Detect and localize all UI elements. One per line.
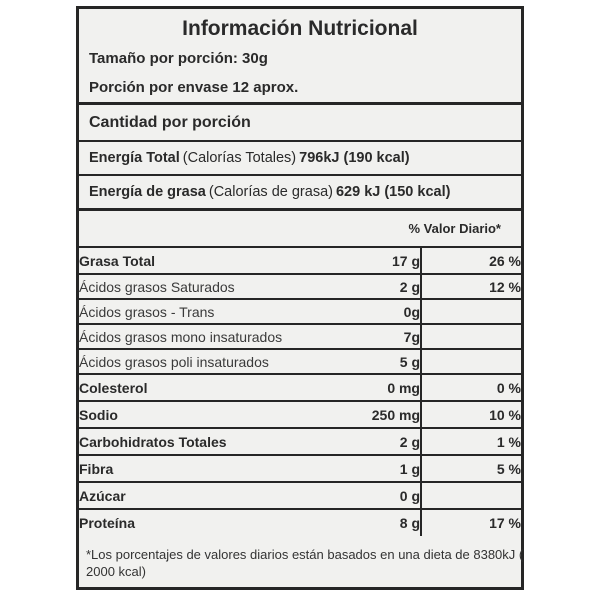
nutrient-row: Grasa Total 17 g 26 % [79, 246, 521, 274]
nutrient-row: Ácidos grasos mono insaturados 7g [79, 323, 521, 349]
energy-total-paren: (Calorías Totales) [182, 150, 297, 166]
nutrient-amount: 250 mg [311, 400, 422, 428]
nutrient-row: Ácidos grasos poli insaturados 5 g [79, 348, 521, 374]
nutrient-row: Colesterol 0 mg 0 % [79, 373, 521, 401]
nutrient-daily-value: 17 % [421, 508, 521, 536]
nutrient-daily-value [421, 481, 521, 509]
label-title: Información Nutricional [182, 17, 418, 40]
energy-total-value: 796kJ (190 kcal) [299, 150, 410, 166]
nutrient-amount: 8 g [311, 508, 422, 536]
nutrient-table: Grasa Total 17 g 26 % Ácidos grasos Saturad… [79, 246, 521, 536]
nutrient-amount: 7g [311, 323, 422, 349]
nutrient-daily-value [421, 348, 521, 374]
nutrient-row: Sodio 250 mg 10 % [79, 400, 521, 428]
nutrient-name: Colesterol [79, 373, 311, 401]
nutrient-row: Azúcar 0 g [79, 481, 521, 509]
energy-total-label: Energía Total [89, 150, 180, 166]
nutrient-amount: 0 mg [311, 373, 422, 401]
amount-per-serving: Cantidad por porción [79, 102, 521, 140]
nutrient-name: Ácidos grasos poli insaturados [79, 348, 311, 374]
nutrient-amount: 2 g [311, 273, 422, 299]
nutrient-name: Carbohidratos Totales [79, 427, 311, 455]
nutrient-row: Ácidos grasos Saturados 2 g 12 % [79, 273, 521, 299]
nutrient-daily-value: 1 % [421, 427, 521, 455]
nutrient-name: Ácidos grasos Saturados [79, 273, 311, 299]
energy-total-row: Energía Total (Calorías Totales) 796kJ (… [79, 140, 521, 174]
energy-fat-row: Energía de grasa (Calorías de grasa) 629… [79, 174, 521, 208]
nutrient-amount: 0 g [311, 481, 422, 509]
nutrition-facts-label: Información Nutricional Tamaño por porci… [76, 6, 524, 590]
energy-fat-paren: (Calorías de grasa) [208, 184, 333, 200]
nutrient-amount: 0g [311, 298, 422, 324]
nutrient-daily-value [421, 323, 521, 349]
nutrient-name: Fibra [79, 454, 311, 482]
nutrient-name: Azúcar [79, 481, 311, 509]
serving-size: Tamaño por porción: 30g [89, 50, 268, 67]
nutrient-daily-value: 5 % [421, 454, 521, 482]
footnote: *Los porcentajes de valores diarios está… [86, 547, 524, 579]
serving-info: Tamaño por porción: 30g Porción por enva… [79, 42, 521, 102]
nutrient-daily-value: 26 % [421, 246, 521, 274]
nutrient-name: Ácidos grasos - Trans [79, 298, 311, 324]
nutrient-row: Ácidos grasos - Trans 0g [79, 298, 521, 324]
nutrient-amount: 1 g [311, 454, 422, 482]
nutrient-amount: 5 g [311, 348, 422, 374]
nutrient-name: Proteína [79, 508, 311, 536]
nutrient-name: Grasa Total [79, 246, 311, 274]
nutrient-name: Ácidos grasos mono insaturados [79, 323, 311, 349]
nutrient-daily-value: 12 % [421, 273, 521, 299]
servings-per-container: Porción por envase 12 aprox. [89, 79, 299, 96]
nutrient-amount: 2 g [311, 427, 422, 455]
daily-value-header: % Valor Diario* [79, 208, 521, 246]
nutrient-daily-value [421, 298, 521, 324]
energy-fat-label: Energía de grasa [89, 184, 206, 200]
nutrient-name: Sodio [79, 400, 311, 428]
nutrient-daily-value: 10 % [421, 400, 521, 428]
nutrient-row: Proteína 8 g 17 % [79, 508, 521, 536]
energy-fat-value: 629 kJ (150 kcal) [335, 184, 451, 200]
nutrient-daily-value: 0 % [421, 373, 521, 401]
nutrient-amount: 17 g [311, 246, 422, 274]
